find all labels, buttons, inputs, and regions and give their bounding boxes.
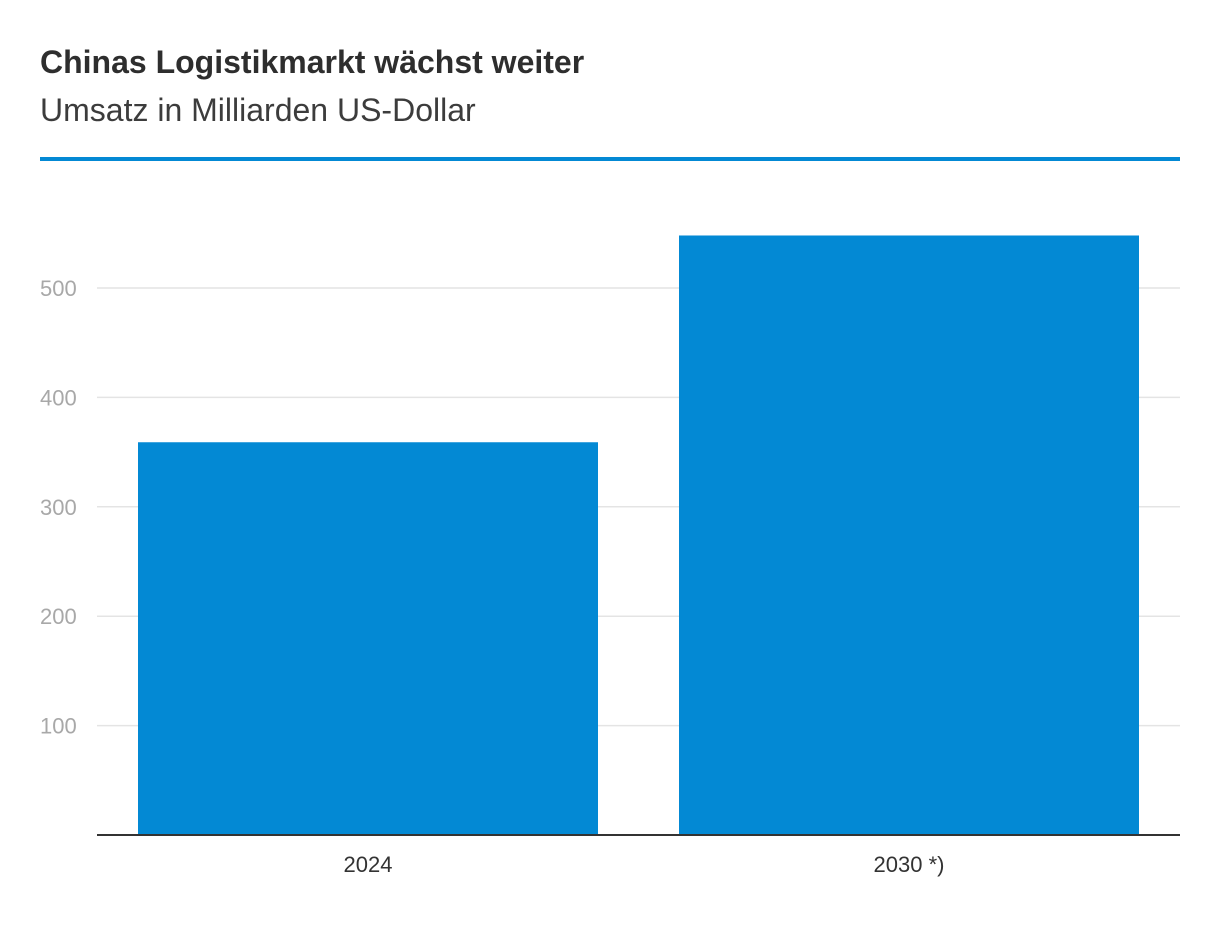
x-tick-label: 2030 *) bbox=[874, 852, 945, 877]
bar-1 bbox=[138, 442, 598, 835]
y-tick-label: 200 bbox=[40, 604, 77, 629]
chart-title: Chinas Logistikmarkt wächst weiter bbox=[40, 44, 585, 80]
chart-subtitle: Umsatz in Milliarden US-Dollar bbox=[40, 92, 476, 128]
bars bbox=[138, 235, 1139, 835]
axes: 100 200 300 400 500 2024 2030 *) bbox=[40, 276, 1180, 877]
y-tick-label: 300 bbox=[40, 495, 77, 520]
accent-rule bbox=[40, 157, 1180, 161]
y-tick-label: 400 bbox=[40, 385, 77, 410]
x-tick-label: 2024 bbox=[344, 852, 393, 877]
y-tick-label: 100 bbox=[40, 714, 77, 739]
bar-2 bbox=[679, 235, 1139, 835]
y-tick-label: 500 bbox=[40, 276, 77, 301]
